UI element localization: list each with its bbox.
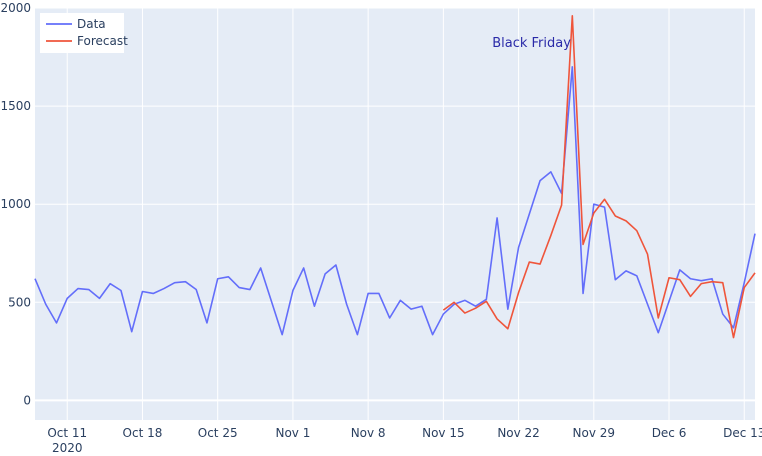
x-tick-label: Oct 11 xyxy=(47,426,87,440)
y-axis-ticks: 0 500 1000 1500 2000 xyxy=(0,1,31,407)
x-tick-label: Nov 15 xyxy=(422,426,465,440)
y-tick-label: 2000 xyxy=(0,1,31,15)
series-lines xyxy=(34,15,756,339)
legend-label-data[interactable]: Data xyxy=(77,17,106,31)
y-tick-label: 0 xyxy=(23,393,31,407)
x-tick-label: Nov 1 xyxy=(275,426,310,440)
x-tick-label: Dec 13 xyxy=(723,426,762,440)
x-tick-label: Oct 18 xyxy=(123,426,163,440)
x-tick-label: Oct 25 xyxy=(198,426,238,440)
series-line-forecast xyxy=(442,15,756,339)
x-tick-year-label: 2020 xyxy=(52,441,83,455)
y-tick-label: 500 xyxy=(8,295,31,309)
x-tick-label: Dec 6 xyxy=(652,426,687,440)
legend-label-forecast[interactable]: Forecast xyxy=(77,34,128,48)
x-tick-label: Nov 8 xyxy=(351,426,386,440)
y-tick-label: 1500 xyxy=(0,99,31,113)
x-tick-label: Nov 29 xyxy=(573,426,616,440)
annotation-black-friday: Black Friday xyxy=(492,36,571,51)
series-line-data xyxy=(34,66,756,336)
plot-background xyxy=(35,8,755,420)
legend[interactable]: Data Forecast xyxy=(40,13,128,53)
gridlines xyxy=(35,7,755,420)
x-tick-label: Nov 22 xyxy=(497,426,540,440)
legend-box xyxy=(40,13,124,53)
y-tick-label: 1000 xyxy=(0,197,31,211)
